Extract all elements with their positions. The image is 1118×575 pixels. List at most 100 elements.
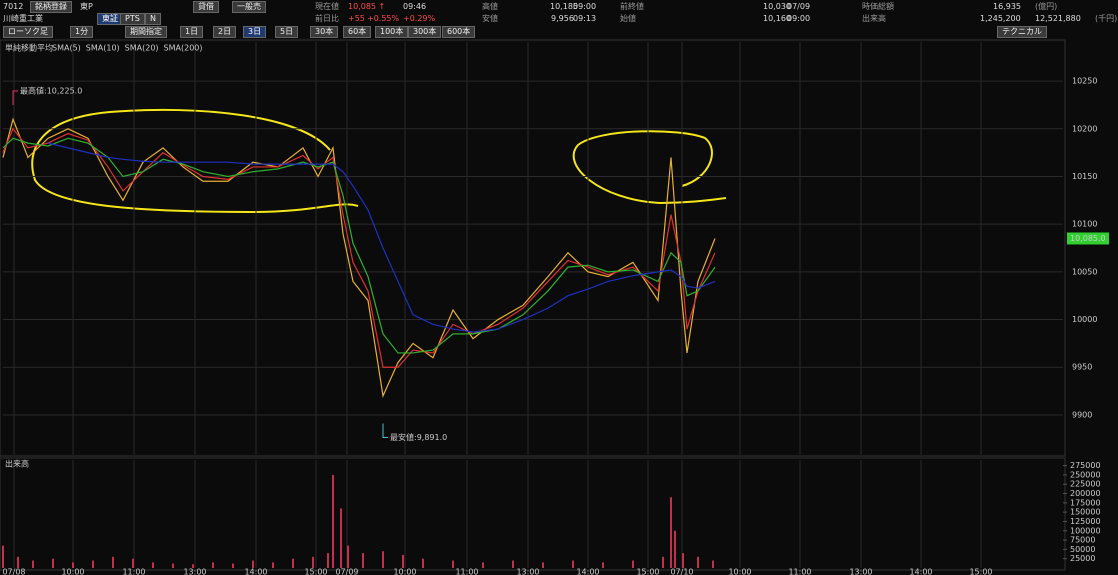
x-tick-label: 11:00	[455, 568, 478, 575]
x-tick-label: 10:00	[728, 568, 751, 575]
volume-bar	[132, 558, 134, 568]
volume-bar	[674, 530, 676, 568]
price-panel	[0, 39, 1066, 457]
legend-entry: SMA(10)	[86, 44, 120, 53]
last-price-label: 10,085.0	[1070, 234, 1106, 243]
volume-bar	[382, 551, 384, 568]
volume-bar	[662, 556, 664, 568]
quote-field: 高値	[482, 2, 498, 11]
x-tick-label: 07/09	[335, 568, 358, 575]
y-tick-label: 250000	[1070, 470, 1101, 479]
volume-bar	[32, 560, 34, 568]
quote-field: 09:00	[573, 2, 597, 11]
volume-bar	[52, 558, 54, 568]
y-tick-label: 10000	[1072, 315, 1097, 324]
quote-field: 前終値	[620, 2, 644, 11]
volume-bar	[340, 508, 342, 568]
volume-bar	[112, 556, 114, 568]
extreme-label: 最安値:9,891.0	[390, 432, 447, 442]
range-button[interactable]: 60本	[343, 26, 372, 38]
chart-kind-select[interactable]: ローソク足	[3, 26, 53, 38]
volume-bar	[682, 553, 684, 568]
trade-button[interactable]: 一般売	[232, 1, 266, 13]
x-tick-label: 11:00	[122, 568, 145, 575]
quote-field: (千円)	[1095, 14, 1118, 23]
quote-field: +0.55%	[367, 14, 400, 23]
x-tick-label: 11:00	[788, 568, 811, 575]
panel-title: 出来高	[5, 459, 29, 469]
range-button[interactable]: 30本	[310, 26, 339, 38]
x-tick-label: 10:00	[61, 568, 84, 575]
volume-bar	[697, 556, 699, 568]
volume-bar	[192, 564, 194, 568]
range-button[interactable]: 300本	[408, 26, 442, 38]
volume-bar	[632, 560, 634, 568]
volume-bar	[2, 545, 4, 568]
series-line	[2, 117, 716, 398]
quote-field: 現在値	[315, 2, 339, 11]
volume-bar	[362, 553, 364, 568]
range-button[interactable]: 3日	[243, 26, 267, 38]
x-tick-label: 10:00	[393, 568, 416, 575]
volume-bar	[512, 560, 514, 568]
volume-bar	[252, 560, 254, 568]
x-tick-label: 14:00	[576, 568, 599, 575]
y-tick-label: 225000	[1070, 480, 1101, 489]
volume-bar	[92, 560, 94, 568]
volume-bar	[212, 562, 214, 568]
technical-button[interactable]: テクニカル	[997, 26, 1047, 38]
register-button[interactable]: 銘柄登録	[30, 1, 72, 13]
volume-bar	[172, 563, 174, 568]
y-tick-label: 175000	[1070, 498, 1101, 507]
volume-bar	[452, 560, 454, 568]
range-button[interactable]: 2日	[213, 26, 237, 38]
y-tick-label: 100000	[1070, 526, 1101, 535]
trade-button[interactable]: 貸借	[193, 1, 219, 13]
volume-bar	[232, 563, 234, 568]
company-name: 川崎重工業	[3, 14, 43, 23]
ellipse	[572, 130, 727, 205]
volume-bar	[332, 474, 334, 568]
volume-bar	[422, 558, 424, 568]
y-tick-label: 10250	[1072, 77, 1097, 86]
legend-entry: SMA(20)	[125, 44, 159, 53]
symbol: 7012	[3, 2, 24, 11]
quote-field: (億円)	[1035, 2, 1058, 11]
volume-bar	[712, 560, 714, 568]
volume-bar	[542, 562, 544, 568]
range-button[interactable]: 5日	[275, 26, 299, 38]
volume-panel	[0, 457, 1066, 571]
quote-field: 安値	[482, 14, 498, 23]
range-button[interactable]: 1日	[180, 26, 204, 38]
quote-field: 10,160	[763, 14, 791, 23]
quote-field: 始値	[620, 14, 636, 23]
quote-field: 07/09	[787, 2, 811, 11]
quote-field: 09:46	[403, 2, 427, 11]
x-tick-label: 07/10	[670, 568, 693, 575]
x-tick-label: 14:00	[909, 568, 932, 575]
panel-title: 単純移動平均	[5, 43, 53, 53]
range-button[interactable]: 600本	[442, 26, 476, 38]
y-tick-label: 150000	[1070, 508, 1101, 517]
range-button[interactable]: 100本	[375, 26, 409, 38]
quote-field: 時価総額	[862, 2, 894, 11]
highlight-marks	[31, 108, 727, 214]
quote-field: 前日比	[315, 14, 339, 23]
x-tick-label: 14:00	[244, 568, 267, 575]
extreme-marker	[382, 423, 388, 439]
y-tick-label: 25000	[1070, 554, 1095, 563]
period-select[interactable]: 期間指定	[125, 26, 167, 38]
quote-field: 09:00	[787, 14, 811, 23]
y-tick-label: 10200	[1072, 124, 1097, 133]
market-tab[interactable]: PTS	[120, 13, 145, 25]
quote-field: 10,030	[763, 2, 791, 11]
interval-select[interactable]: 1分	[70, 26, 94, 38]
market-tab[interactable]: N	[145, 13, 161, 25]
extreme-marker	[12, 90, 18, 105]
legend-entry: SMA(5)	[52, 44, 81, 53]
quote-field: 10,085 ↑	[348, 2, 386, 11]
x-tick-label: 13:00	[516, 568, 539, 575]
quote-field: 出来高	[862, 14, 886, 23]
